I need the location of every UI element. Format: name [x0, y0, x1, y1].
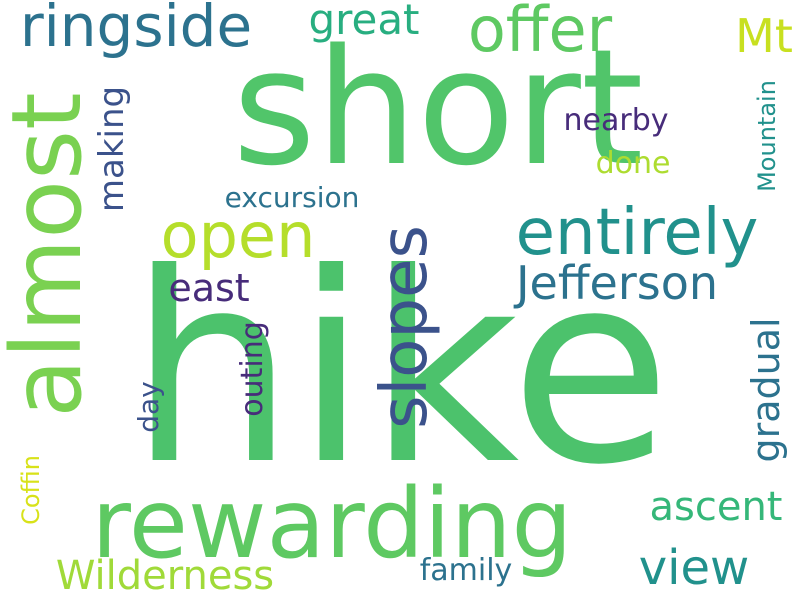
word-offer: offer: [467, 0, 613, 66]
word-making: making: [92, 85, 132, 213]
word-hike: hike: [128, 217, 672, 522]
word-open: open: [160, 199, 316, 272]
word-short: short: [232, 14, 644, 201]
word-done: done: [595, 146, 671, 181]
word-mountain: Mountain: [753, 80, 781, 192]
word-entirely: entirely: [515, 196, 759, 270]
word-gradual: gradual: [744, 317, 788, 463]
word-coffin: Coffin: [17, 455, 45, 525]
word-ascent: ascent: [649, 484, 783, 530]
word-outing: outing: [235, 321, 270, 417]
word-great: great: [308, 0, 420, 44]
word-view: view: [638, 540, 750, 596]
word-ringside: ringside: [19, 0, 253, 60]
word-east: east: [168, 266, 250, 310]
word-wilderness: Wilderness: [55, 553, 275, 599]
word-nearby: nearby: [563, 103, 669, 138]
word-excursion: excursion: [224, 181, 360, 214]
word-almost: almost: [0, 92, 103, 418]
word-slopes: slopes: [368, 225, 442, 429]
word-rewarding: rewarding: [91, 468, 573, 580]
word-mt: Mt: [735, 9, 793, 63]
word-day: day: [132, 381, 165, 433]
word-family: family: [419, 553, 513, 588]
word-jefferson: Jefferson: [515, 256, 719, 310]
